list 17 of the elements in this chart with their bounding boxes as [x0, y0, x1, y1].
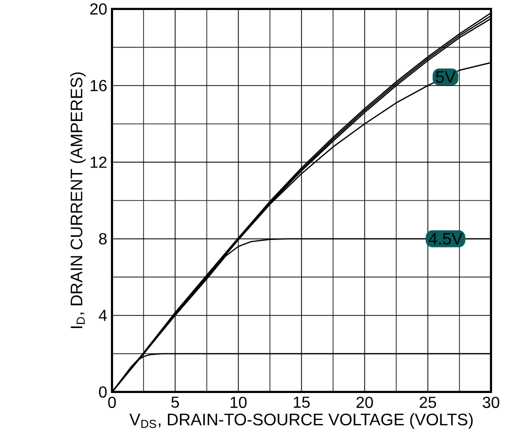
series-label: 4.5V — [428, 232, 463, 245]
y-axis-title: I$_{D}$, DRAIN CURRENT (AMPERES) — [70, 72, 86, 328]
y-tick-label: 4 — [98, 310, 107, 321]
x-axis-title: V$_{DS}$, DRAIN-TO-SOURCE VOLTAGE (VOLTS) — [129, 413, 473, 429]
y-tick-label: 0 — [99, 386, 107, 398]
x-tick-label: 30 — [482, 396, 500, 408]
x-tick-label: 25 — [420, 396, 436, 408]
y-tick-label: 20 — [90, 3, 107, 15]
x-tick-label: 15 — [294, 396, 310, 408]
x-tick-label: 20 — [356, 396, 373, 408]
y-tick-label: 16 — [90, 80, 107, 92]
series-label: 5V — [436, 71, 456, 83]
x-tick-label: 5 — [171, 396, 179, 408]
y-tick-label: 8 — [99, 233, 107, 244]
y-tick-label: 12 — [90, 156, 106, 168]
x-tick-label: 0 — [108, 396, 116, 408]
x-tick-label: 10 — [230, 396, 247, 408]
